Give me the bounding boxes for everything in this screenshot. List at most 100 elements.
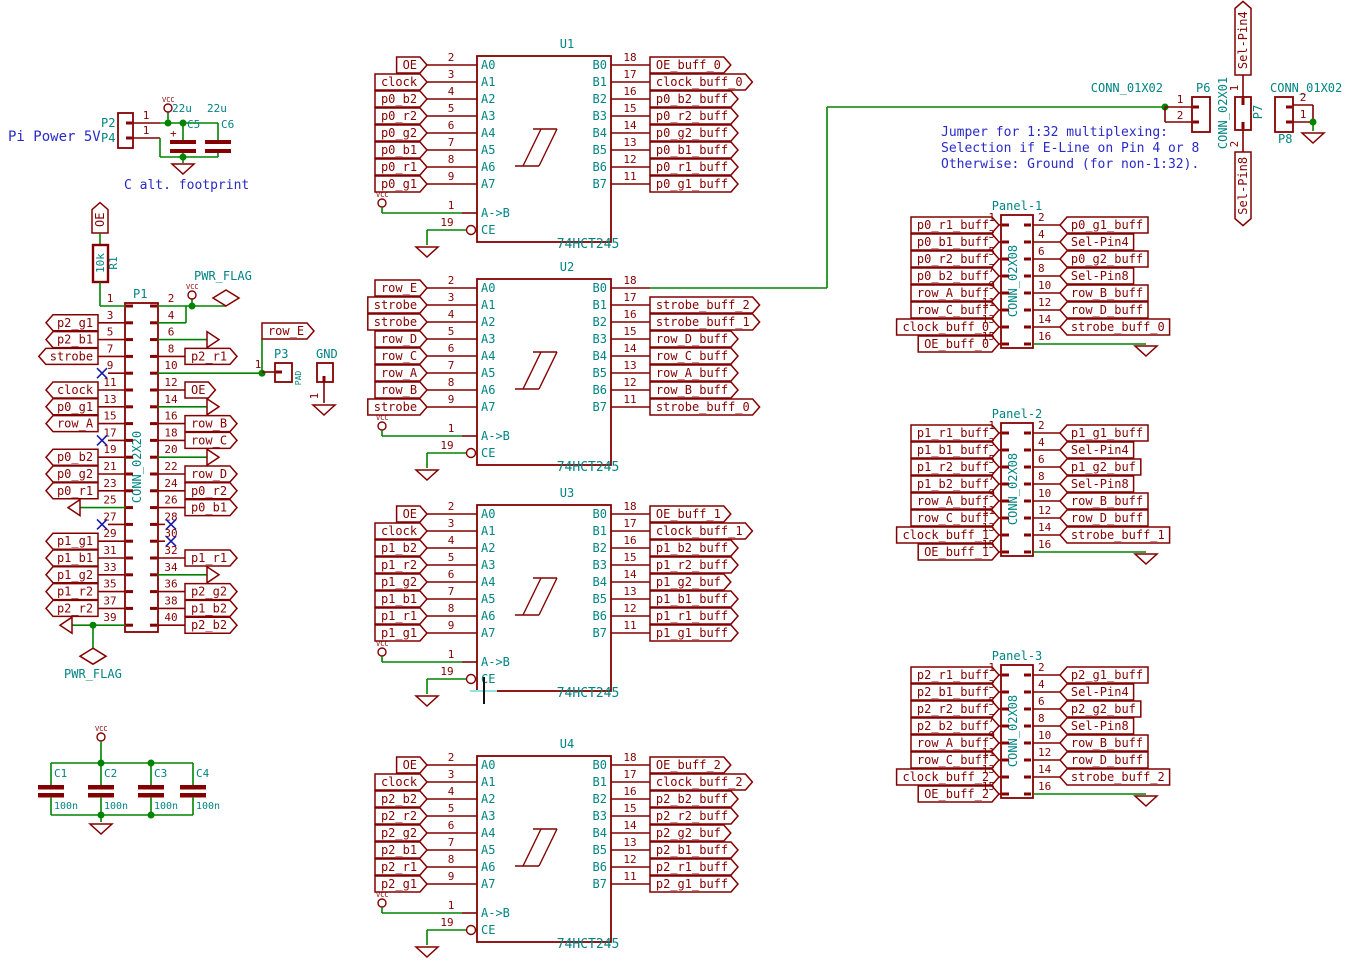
global-label[interactable]: p0_r1_buff <box>910 216 1000 234</box>
global-label[interactable]: p0_r2_buff <box>910 250 1000 268</box>
global-label[interactable]: row_D_buff <box>1059 751 1149 769</box>
global-label[interactable]: p1_g2_buf <box>1059 458 1142 476</box>
global-label[interactable]: OE <box>395 756 428 774</box>
global-label[interactable]: strobe_buff_2 <box>649 296 761 314</box>
global-label[interactable]: row_C_buff <box>910 301 1000 319</box>
global-label[interactable]: p0_r1 <box>45 482 99 500</box>
global-label[interactable]: row_B_buff <box>1059 734 1149 752</box>
global-label[interactable]: row_A_buff <box>649 364 739 382</box>
global-label[interactable]: Sel-Pin4 <box>1059 441 1135 459</box>
global-label[interactable]: row_A <box>374 364 428 382</box>
global-label[interactable]: Sel-Pin8 <box>1059 267 1135 285</box>
global-label[interactable]: p0_b1 <box>184 498 238 517</box>
global-label[interactable]: p1_r1_buff <box>649 607 739 625</box>
global-label[interactable]: p2_g2_buf <box>649 824 732 842</box>
gnd-connector[interactable]: GND 1 <box>308 347 338 417</box>
decoupling-caps[interactable]: VCC C1 100n C2 100n C3 100n C4 100n <box>38 725 220 836</box>
global-label[interactable]: row_C_buff <box>910 509 1000 527</box>
jumper-p8[interactable]: CONN_01X02 P8 2 1 <box>1270 81 1342 146</box>
global-label[interactable]: clock <box>374 773 428 791</box>
global-label[interactable]: clock <box>374 73 428 91</box>
global-label[interactable]: OE_buff_2 <box>917 785 1000 803</box>
global-label[interactable]: OE <box>395 56 428 74</box>
global-label[interactable]: strobe <box>37 347 99 366</box>
ic-u3[interactable]: U3 74HCT245 2 A0 OE 3 A1 clock 4 A2 p1_b2 5 A3 p1_r2 6… <box>374 486 754 708</box>
ic-u1[interactable]: U1 74HCT245 2 A0 OE 3 A1 clock 4 A2 p0_b2 5 A3 p0_r2 6… <box>374 37 754 259</box>
global-label[interactable]: row_C_buff <box>910 751 1000 769</box>
global-label[interactable]: Sel-Pin8 <box>1059 475 1135 493</box>
panel-connector-1[interactable]: Panel-1CONN_02X081p0_r1_buff3p0_b1_buff5… <box>895 199 1171 358</box>
global-label[interactable]: p0_r2 <box>374 107 428 125</box>
global-label[interactable]: p2_g2 <box>184 582 238 601</box>
e-line-net[interactable] <box>650 103 1169 289</box>
global-label[interactable]: p1_b2 <box>184 599 238 618</box>
global-label[interactable]: p1_r1 <box>374 607 428 625</box>
global-label[interactable]: strobe_buff_1 <box>649 313 761 331</box>
ic-u2[interactable]: U2 74HCT245 2 A0 row_E 3 A1 strobe 4 A2 strobe 5 A3 r… <box>367 260 761 482</box>
global-label[interactable]: p2_b2 <box>374 790 428 808</box>
global-label[interactable]: p1_b1 <box>374 590 428 608</box>
global-label[interactable]: p0_g2_buff <box>649 124 739 142</box>
global-label[interactable]: p1_b1_buff <box>910 441 1000 459</box>
global-label[interactable]: clock_buff_1 <box>895 526 1000 544</box>
global-label[interactable]: p1_r2 <box>374 556 428 574</box>
jumper-p6[interactable]: CONN_01X02 P6 1 2 <box>1091 81 1211 133</box>
global-label[interactable]: p0_b1_buff <box>649 141 739 159</box>
jumper-note[interactable]: Jumper for 1:32 multiplexing:Selection i… <box>941 125 1199 172</box>
global-label[interactable]: p1_g1 <box>374 624 428 642</box>
note-text[interactable]: Jumper for 1:32 multiplexing: <box>941 125 1168 140</box>
global-label[interactable]: p0_g2_buff <box>1059 250 1149 268</box>
global-label[interactable]: p2_r1_buff <box>910 666 1000 684</box>
global-label[interactable]: row_D_buff <box>1059 509 1149 527</box>
global-label[interactable]: p1_r1_buff <box>910 424 1000 442</box>
global-label[interactable]: row_C_buff <box>649 347 739 365</box>
global-label[interactable]: row_B <box>374 381 428 399</box>
global-label[interactable]: p2_g1_buff <box>1059 666 1149 684</box>
global-label[interactable]: row_A_buff <box>910 734 1000 752</box>
global-label[interactable]: row_C <box>374 347 428 365</box>
global-label[interactable]: p2_g1 <box>45 314 99 332</box>
global-label[interactable]: clock_buff_2 <box>649 773 754 791</box>
global-label[interactable]: p0_g2 <box>45 465 99 483</box>
global-label[interactable]: OE <box>91 201 109 234</box>
global-label[interactable]: p1_g1 <box>45 532 99 550</box>
global-label[interactable]: OE_buff_2 <box>649 756 732 774</box>
global-label[interactable]: Sel-Pin4 <box>1234 0 1252 76</box>
note-text[interactable]: Pi Power 5V <box>8 129 101 145</box>
global-label[interactable]: row_B_buff <box>1059 284 1149 302</box>
global-label[interactable]: row_D_buff <box>649 330 739 348</box>
global-label[interactable]: strobe_buff_2 <box>1059 768 1171 786</box>
global-label[interactable]: strobe_buff_1 <box>1059 526 1171 544</box>
global-label[interactable]: p0_b2_buff <box>649 90 739 108</box>
global-label[interactable]: row_B <box>184 414 238 433</box>
global-label[interactable]: p0_r1 <box>374 158 428 176</box>
global-label[interactable]: p1_r1 <box>184 549 238 567</box>
test-pad-p3[interactable]: 1 P3 PAD <box>255 347 303 385</box>
global-label[interactable]: p2_r1 <box>184 347 238 366</box>
global-label[interactable]: clock <box>45 381 99 399</box>
global-label[interactable]: clock_buff_2 <box>895 768 1000 786</box>
global-label[interactable]: strobe <box>367 398 428 416</box>
global-label[interactable]: p1_b2_buff <box>910 475 1000 493</box>
global-label[interactable]: strobe <box>367 313 428 331</box>
global-label[interactable]: row_A_buff <box>910 284 1000 302</box>
global-label[interactable]: p1_r2_buff <box>910 458 1000 476</box>
global-label[interactable]: Sel-Pin4 <box>1059 233 1135 251</box>
global-label[interactable]: p2_r1_buff <box>649 858 739 876</box>
global-label[interactable]: p2_g2_buf <box>1059 700 1142 718</box>
global-label[interactable]: row_C <box>184 431 238 450</box>
global-label[interactable]: row_D <box>184 465 238 483</box>
global-label[interactable]: strobe_buff_0 <box>1059 318 1171 336</box>
global-label[interactable]: p0_g1_buff <box>1059 216 1149 234</box>
global-label[interactable]: row_E <box>374 279 428 297</box>
global-label[interactable]: p0_b1_buff <box>910 233 1000 251</box>
pullup-resistor-r1[interactable]: OE 10k R1 <box>91 201 120 306</box>
global-label[interactable]: p1_b1 <box>45 549 99 567</box>
global-label[interactable]: Sel-Pin8 <box>1059 717 1135 735</box>
global-label[interactable]: p1_g1_buff <box>649 624 739 642</box>
global-label[interactable]: clock_buff_0 <box>649 73 754 91</box>
global-label[interactable]: p1_r2 <box>45 582 99 601</box>
ic-u4[interactable]: U4 74HCT245 2 A0 OE 3 A1 clock 4 A2 p2_b2 5 A3 p2_r2 6… <box>374 737 754 959</box>
